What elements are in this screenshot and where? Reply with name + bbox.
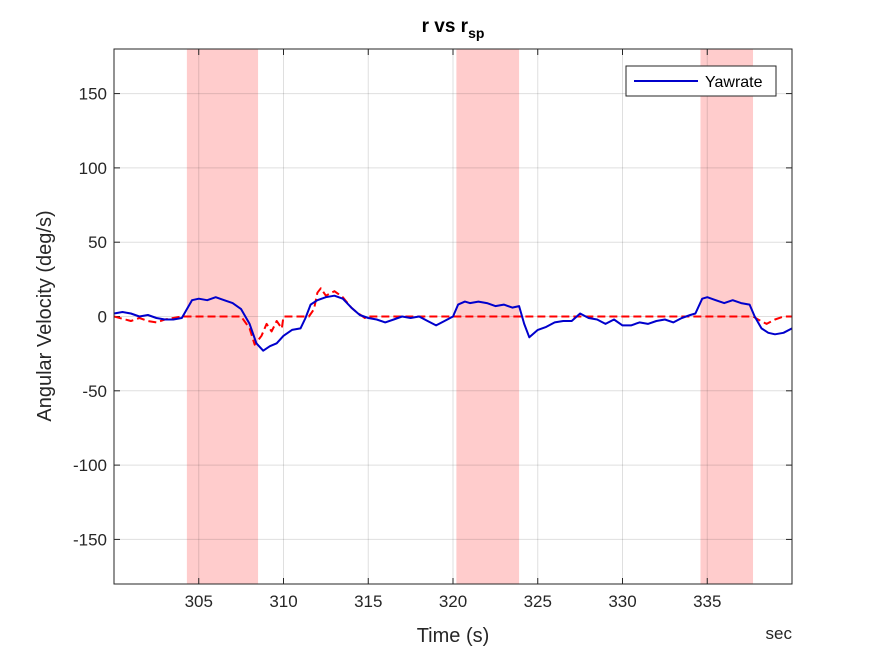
- x-unit-label: sec: [766, 624, 793, 643]
- x-tick-label: 310: [269, 592, 297, 611]
- y-tick-label: -50: [82, 382, 107, 401]
- x-tick-label: 305: [185, 592, 213, 611]
- chart-title-subscript: sp: [468, 25, 484, 41]
- y-axis-label: Angular Velocity (deg/s): [34, 210, 56, 421]
- y-tick-label: 100: [79, 159, 107, 178]
- chart-title: r vs rsp: [422, 16, 485, 41]
- series-setpoint-line: [114, 287, 792, 346]
- series-layer: [114, 287, 792, 352]
- plot-frame: [113, 48, 793, 585]
- y-tick-label: -100: [73, 456, 107, 475]
- x-tick-label: 330: [608, 592, 636, 611]
- x-axis-label: Time (s): [417, 625, 490, 647]
- x-tick-label: 335: [693, 592, 721, 611]
- x-tick-label: 315: [354, 592, 382, 611]
- y-tick-labels: 150 100 50 0 -50 -100 -150: [73, 85, 107, 550]
- series-yawrate-line: [114, 294, 792, 352]
- y-tick-label: 50: [88, 233, 107, 252]
- x-tick-label: 325: [524, 592, 552, 611]
- y-tick-label: -150: [73, 530, 107, 549]
- legend-label-yawrate: Yawrate: [705, 74, 763, 91]
- legend: Yawrate: [625, 65, 777, 97]
- y-tick-label: 0: [98, 308, 107, 327]
- x-tick-label: 320: [439, 592, 467, 611]
- x-tick-labels: 305 310 315 320 325 330 335: [185, 592, 722, 611]
- y-tick-label: 150: [79, 85, 107, 104]
